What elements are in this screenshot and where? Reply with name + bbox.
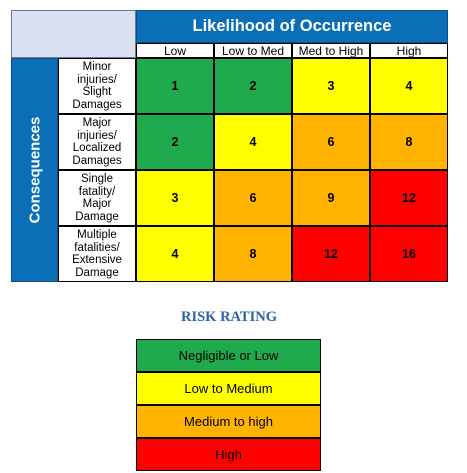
risk-cell: 8 — [214, 226, 292, 282]
risk-cell: 6 — [214, 170, 292, 226]
risk-cell: 8 — [370, 114, 448, 170]
risk-score: 4 — [249, 135, 257, 149]
risk-cell: 6 — [292, 114, 370, 170]
column-header-label: Med to High — [298, 43, 364, 58]
column-header-low: Low — [136, 43, 214, 58]
likelihood-title: Likelihood of Occurrence — [192, 17, 392, 35]
risk-cell: 9 — [292, 170, 370, 226]
row-header-label: Single fatality/ Major Damage — [75, 173, 119, 223]
legend-item-label: Low to Medium — [184, 381, 273, 396]
row-header-multiple-fatalities: Multiple fatalities/ Extensive Damage — [58, 226, 136, 282]
row-header-label: Minor injuries/ Slight Damages — [72, 61, 122, 111]
legend-item: Medium to high — [136, 405, 321, 438]
row-header-single-fatality: Single fatality/ Major Damage — [58, 170, 136, 226]
risk-score: 12 — [402, 191, 416, 205]
risk-cell: 16 — [370, 226, 448, 282]
legend-item-label: Negligible or Low — [178, 348, 279, 363]
column-header-low-to-med: Low to Med — [214, 43, 292, 58]
row-header-major: Major injuries/ Localized Damages — [58, 114, 136, 170]
row-header-label: Major injuries/ Localized Damages — [72, 117, 122, 167]
risk-score: 3 — [171, 191, 179, 205]
risk-score: 16 — [402, 247, 416, 261]
risk-cell: 12 — [370, 170, 448, 226]
risk-score: 2 — [249, 79, 257, 93]
risk-score: 4 — [405, 79, 413, 93]
risk-cell: 1 — [136, 58, 214, 114]
risk-cell: 2 — [214, 58, 292, 114]
row-header-label: Multiple fatalities/ Extensive Damage — [72, 229, 122, 279]
risk-score: 6 — [249, 191, 257, 205]
risk-score: 9 — [327, 191, 335, 205]
risk-score: 2 — [171, 135, 179, 149]
risk-cell: 3 — [136, 170, 214, 226]
risk-score: 8 — [249, 247, 257, 261]
risk-cell: 3 — [292, 58, 370, 114]
column-header-high: High — [370, 43, 448, 58]
legend-item: Low to Medium — [136, 372, 321, 405]
column-header-label: High — [396, 43, 422, 58]
risk-cell: 4 — [214, 114, 292, 170]
risk-score: 8 — [405, 135, 413, 149]
risk-score: 4 — [171, 247, 179, 261]
risk-cell: 2 — [136, 114, 214, 170]
column-header-med-to-high: Med to High — [292, 43, 370, 58]
legend-item-label: Medium to high — [184, 414, 273, 429]
likelihood-header: Likelihood of Occurrence — [136, 10, 448, 43]
legend-item-label: High — [215, 447, 242, 462]
risk-cell: 4 — [136, 226, 214, 282]
risk-rating-title-text: RISK RATING — [180, 309, 277, 325]
risk-rating-title: RISK RATING — [129, 309, 329, 329]
row-header-minor: Minor injuries/ Slight Damages — [58, 58, 136, 114]
risk-score: 1 — [171, 79, 179, 93]
consequences-label: Consequences — [26, 116, 43, 224]
column-header-label: Low — [163, 43, 186, 58]
risk-score: 3 — [327, 79, 335, 93]
column-header-label: Low to Med — [221, 43, 285, 58]
consequences-band: Consequences — [11, 58, 58, 282]
matrix-corner — [11, 10, 136, 58]
legend-item: Negligible or Low — [136, 339, 321, 372]
legend-item: High — [136, 438, 321, 471]
risk-score: 12 — [324, 247, 338, 261]
risk-cell: 4 — [370, 58, 448, 114]
risk-cell: 12 — [292, 226, 370, 282]
risk-score: 6 — [327, 135, 335, 149]
